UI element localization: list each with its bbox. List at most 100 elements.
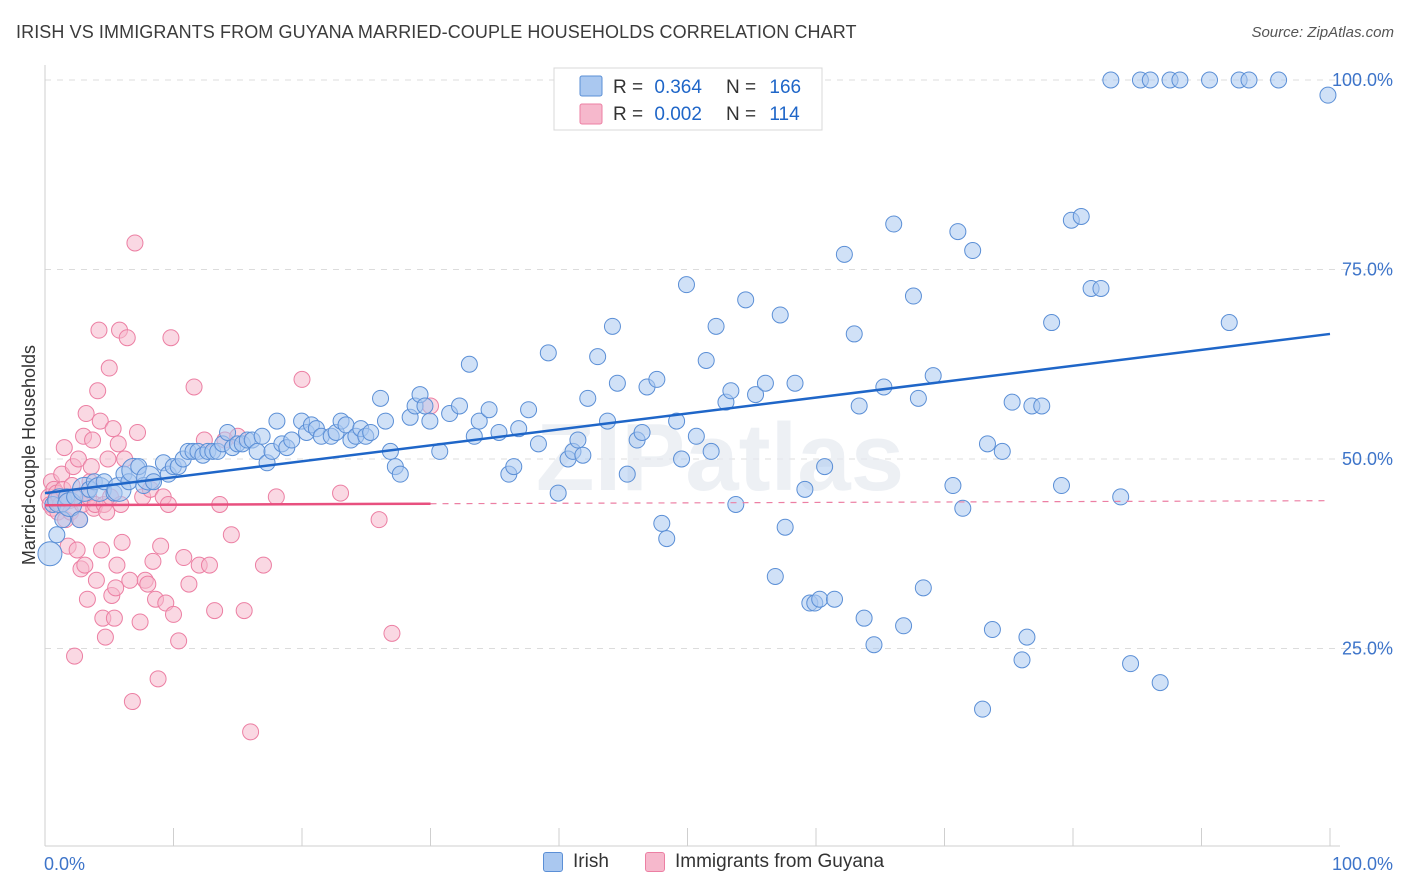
data-point-guyana xyxy=(170,632,188,650)
data-point-irish xyxy=(1112,488,1130,506)
data-point-guyana xyxy=(55,439,73,457)
data-point-irish xyxy=(954,499,972,517)
legend-top: R = 0.364 N = 166 R = 0.002 N = 114 xyxy=(553,67,823,131)
legend-swatch-irish xyxy=(579,75,603,97)
data-point-irish xyxy=(1201,71,1219,89)
legend-item-guyana[interactable]: Immigrants from Guyana xyxy=(645,851,884,873)
data-point-irish xyxy=(737,291,755,309)
x-tick-labels: 0.0% 100.0% xyxy=(44,854,1393,874)
data-point-irish xyxy=(1171,71,1189,89)
legend-swatch-guyana xyxy=(645,852,665,872)
axes xyxy=(44,65,1340,847)
data-point-irish xyxy=(855,609,873,627)
data-point-guyana xyxy=(131,613,149,631)
legend-r-label: R = xyxy=(613,104,643,125)
y-tick-label: 25.0% xyxy=(1342,639,1393,659)
data-point-irish xyxy=(1013,651,1031,669)
data-point-irish xyxy=(1033,397,1051,415)
data-point-irish xyxy=(569,431,587,449)
data-point-irish xyxy=(747,386,765,404)
data-point-guyana xyxy=(370,511,388,529)
data-point-irish xyxy=(1151,674,1169,692)
y-axis-label: Married-couple Households xyxy=(19,345,39,565)
data-point-irish xyxy=(850,397,868,415)
data-point-guyana xyxy=(93,541,111,559)
data-point-irish xyxy=(608,374,626,392)
data-point-guyana xyxy=(149,670,167,688)
data-point-irish xyxy=(668,412,686,430)
data-point-irish xyxy=(771,306,789,324)
legend-n-value-irish: 166 xyxy=(769,77,801,98)
data-point-guyana xyxy=(242,723,260,741)
trend-line-irish xyxy=(44,332,1331,495)
data-point-irish xyxy=(579,389,597,407)
data-point-guyana xyxy=(107,579,125,597)
legend-swatch-irish xyxy=(543,852,563,872)
data-point-guyana xyxy=(293,370,311,388)
data-point-guyana xyxy=(77,405,95,423)
data-point-guyana xyxy=(175,549,193,567)
data-point-irish xyxy=(687,427,705,445)
x-tick-label: 0.0% xyxy=(44,854,85,874)
data-point-irish xyxy=(1141,71,1159,89)
data-point-irish xyxy=(816,458,834,476)
data-point-irish xyxy=(914,579,932,597)
data-point-irish xyxy=(480,401,498,419)
data-point-irish xyxy=(964,242,982,260)
legend-item-irish[interactable]: Irish xyxy=(543,851,609,873)
data-point-guyana xyxy=(254,556,272,574)
data-point-guyana xyxy=(383,624,401,642)
y-tick-labels: 25.0% 50.0% 75.0% 100.0% xyxy=(1332,70,1393,659)
data-point-irish xyxy=(895,617,913,635)
data-point-irish xyxy=(1240,71,1258,89)
data-point-guyana xyxy=(129,423,147,441)
data-point-guyana xyxy=(104,420,122,438)
data-point-irish xyxy=(978,435,996,453)
data-point-guyana xyxy=(152,537,170,555)
legend-n-value-guyana: 114 xyxy=(769,104,800,125)
data-point-irish xyxy=(391,465,409,483)
data-point-guyana xyxy=(165,605,182,623)
data-point-irish xyxy=(376,412,394,430)
data-point-guyana xyxy=(267,488,285,506)
data-point-irish xyxy=(756,374,774,392)
data-point-irish xyxy=(362,423,380,441)
data-point-irish xyxy=(549,484,567,502)
data-point-irish xyxy=(909,389,927,407)
data-point-guyana xyxy=(162,329,180,347)
data-point-guyana xyxy=(100,359,118,377)
data-point-guyana xyxy=(235,602,253,620)
svg-text:R = 0.002: R = 0.002 xyxy=(613,104,702,125)
data-point-guyana xyxy=(200,556,218,574)
data-point-guyana xyxy=(90,321,108,339)
y-tick-label: 50.0% xyxy=(1342,449,1393,469)
data-point-irish xyxy=(1043,314,1061,332)
legend-label-irish: Irish xyxy=(573,851,609,872)
data-point-irish xyxy=(253,427,271,445)
data-point-guyana xyxy=(332,484,350,502)
data-point-guyana xyxy=(109,435,127,453)
data-point-guyana xyxy=(139,575,157,593)
data-point-irish xyxy=(993,442,1011,460)
trend-line-guyana xyxy=(44,502,431,507)
data-point-irish xyxy=(826,590,844,608)
data-point-guyana xyxy=(99,450,117,468)
data-point-irish xyxy=(1220,314,1238,332)
data-point-guyana xyxy=(113,533,131,551)
data-point-irish xyxy=(648,370,666,388)
data-point-irish xyxy=(618,465,636,483)
svg-text:N = 166: N = 166 xyxy=(726,77,801,98)
data-point-irish xyxy=(653,514,671,532)
data-point-irish xyxy=(460,355,478,373)
data-point-irish xyxy=(658,530,676,548)
data-point-guyana xyxy=(222,526,240,544)
data-point-irish xyxy=(1102,71,1120,89)
data-point-guyana xyxy=(98,503,116,521)
data-point-guyana xyxy=(89,382,107,400)
data-point-irish xyxy=(1319,86,1337,104)
data-point-irish xyxy=(219,423,237,441)
legend-r-value-guyana: 0.002 xyxy=(654,104,702,125)
data-point-guyana xyxy=(68,541,86,559)
data-point-irish xyxy=(673,450,691,468)
